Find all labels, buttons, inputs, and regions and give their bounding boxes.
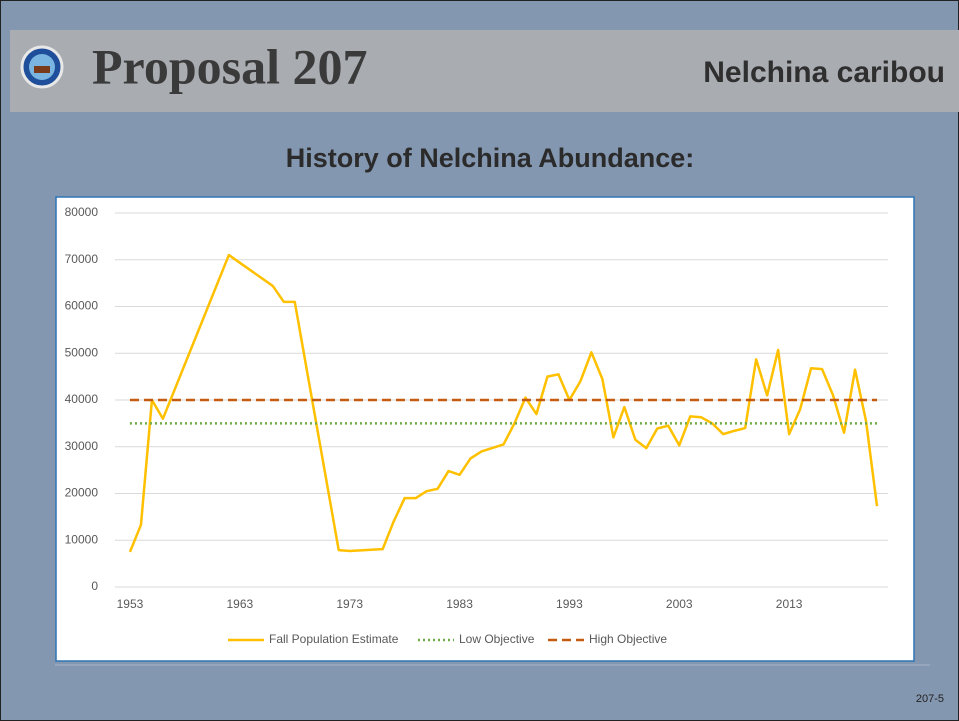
x-tick-label: 1983 (446, 597, 473, 611)
y-tick-label: 30000 (65, 439, 99, 453)
x-tick-label: 1963 (226, 597, 253, 611)
legend-label: High Objective (589, 632, 667, 646)
x-tick-label: 2003 (666, 597, 693, 611)
title-band (10, 30, 959, 112)
y-tick-label: 0 (91, 579, 98, 593)
series-line (128, 253, 879, 553)
plot: 0 10000 20000 30000 40000 50000 60000 70000 8000… (65, 205, 888, 646)
y-tick-label: 40000 (65, 392, 99, 406)
x-tick-label: 2013 (776, 597, 803, 611)
slide-topic: Nelchina caribou (703, 56, 945, 89)
x-tick-label: 1953 (117, 597, 144, 611)
legend-label: Low Objective (459, 632, 535, 646)
logo (20, 45, 64, 89)
y-tick-label: 50000 (65, 345, 99, 359)
page-number: 207-5 (916, 693, 944, 705)
y-tick-label: 80000 (65, 205, 99, 219)
y-tick-label: 10000 (65, 532, 99, 546)
legend-label: Fall Population Estimate (269, 632, 399, 646)
y-tick-label: 60000 (65, 299, 99, 313)
slide-title: Proposal 207 (92, 38, 368, 94)
slide-heading: History of Nelchina Abundance: (286, 143, 695, 173)
y-tick-label: 20000 (65, 486, 99, 500)
y-tick-label: 70000 (65, 252, 99, 266)
x-tick-label: 1973 (336, 597, 363, 611)
x-tick-label: 1993 (556, 597, 583, 611)
chart-area (55, 196, 915, 662)
